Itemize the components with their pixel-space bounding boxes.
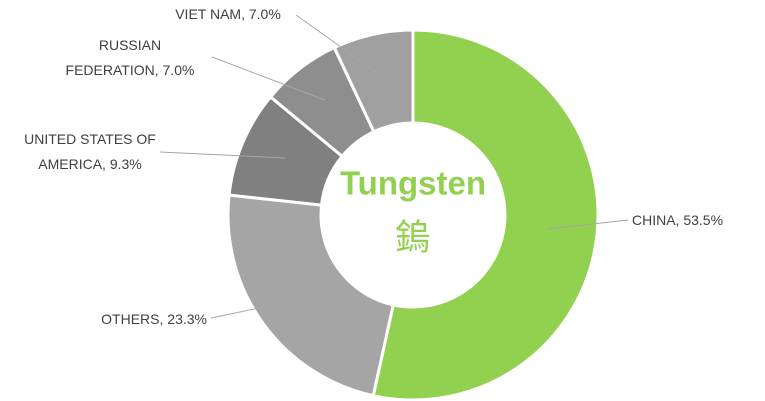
leader-line	[210, 299, 299, 319]
data-labels: CHINA, 53.5% OTHERS, 23.3% UNITED STATES O…	[24, 6, 723, 327]
data-label: VIET NAM, 7.0%	[175, 6, 281, 22]
center-subtitle: 鎢	[395, 217, 431, 258]
donut	[226, 28, 600, 401]
leader-line	[295, 14, 377, 73]
data-label: CHINA, 53.5%	[632, 212, 723, 228]
data-label: UNITED STATES OF AMERICA, 9.3%	[24, 131, 156, 172]
center-title: Tungsten	[340, 165, 486, 202]
slice	[332, 28, 415, 134]
leader-line	[211, 56, 326, 101]
slice	[226, 193, 396, 398]
data-label: RUSSIAN FEDERATION, 7.0%	[66, 37, 195, 78]
leader-lines	[159, 14, 629, 319]
leader-line	[159, 151, 286, 159]
data-label: OTHERS, 23.3%	[101, 311, 207, 327]
leader-line	[547, 219, 629, 230]
slice	[371, 28, 600, 401]
